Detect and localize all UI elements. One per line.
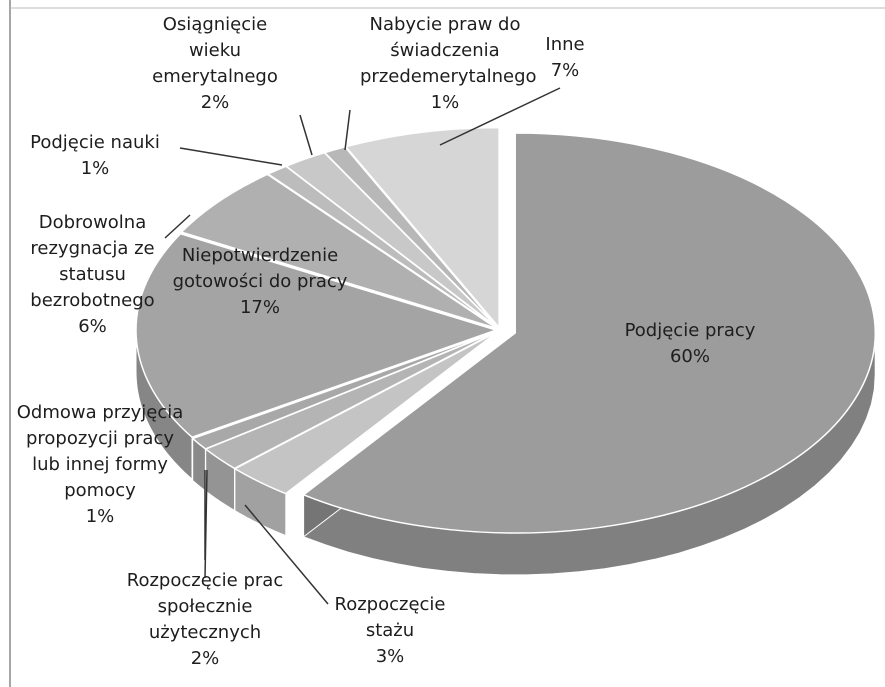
slice-label: Dobrowolna rezygnacja ze statusu bezrobo… — [10, 210, 175, 340]
category-label: Niepotwierdzenie gotowości do pracy — [172, 245, 348, 292]
slice-label: Inne 7% — [530, 32, 600, 84]
slice — [191, 330, 497, 450]
category-label: Nabycie praw do świadczenia przedemeryta… — [360, 14, 537, 87]
slice-label: Podjęcie nauki 1% — [10, 130, 180, 182]
value-label: 1% — [85, 506, 115, 527]
slice-label: Nabycie praw do świadczenia przedemeryta… — [360, 12, 537, 116]
leader-line — [344, 109, 351, 151]
slice-label: Niepotwierdzenie gotowości do pracy 17% — [165, 243, 355, 321]
slice-label: Podjęcie pracy 60% — [590, 318, 790, 370]
category-label: Rozpoczęcie stażu — [334, 594, 446, 641]
category-label: Podjęcie pracy — [624, 320, 756, 341]
slice — [302, 132, 876, 534]
leader-line — [164, 214, 191, 239]
leader-line — [179, 147, 283, 166]
category-label: Osiągnięcie wieku emerytalnego — [152, 14, 278, 87]
slice — [135, 232, 499, 439]
slice-label: Rozpoczęcie prac społecznie użytecznych 2… — [105, 568, 305, 672]
category-label: Podjęcie nauki — [30, 132, 160, 153]
slice-label: Rozpoczęcie stażu 3% — [310, 592, 470, 670]
leader-line — [299, 114, 313, 156]
value-label: 2% — [190, 648, 220, 669]
value-label: 6% — [78, 316, 107, 337]
value-label: 3% — [375, 646, 405, 667]
category-label: Dobrowolna rezygnacja ze statusu bezrobo… — [30, 212, 155, 311]
category-label: Inne — [545, 34, 585, 55]
slice-label: Osiągnięcie wieku emerytalnego 2% — [140, 12, 290, 116]
value-label: 2% — [200, 92, 230, 113]
slice — [344, 126, 500, 330]
category-label: Rozpoczęcie prac społecznie użytecznych — [126, 570, 284, 643]
value-label: 1% — [80, 158, 110, 179]
slice — [180, 173, 498, 330]
value-label: 7% — [550, 60, 580, 81]
category-label: Odmowa przyjęcia propozycji pracy lub in… — [16, 402, 184, 501]
leader-line — [244, 504, 329, 605]
slice-label: Odmowa przyjęcia propozycji pracy lub in… — [10, 400, 190, 530]
value-label: 1% — [430, 92, 460, 113]
leader-line — [439, 87, 561, 146]
value-label: 17% — [239, 297, 280, 318]
value-label: 60% — [669, 346, 710, 367]
